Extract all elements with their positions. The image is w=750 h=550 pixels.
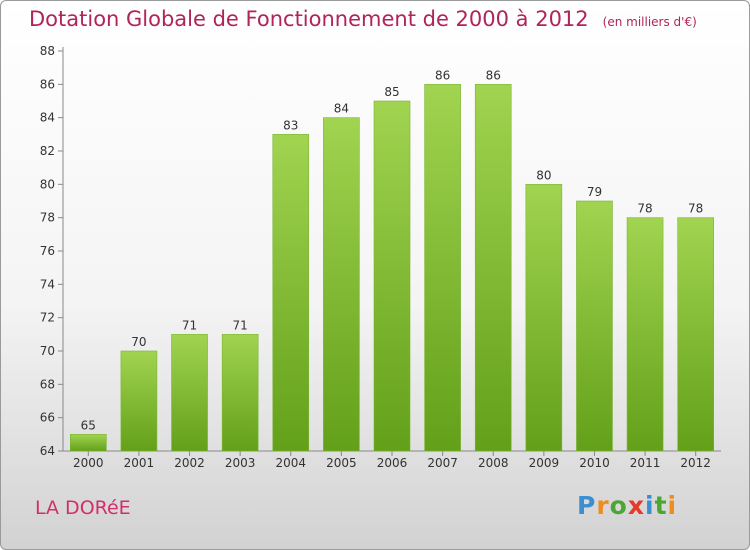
bar-2002	[171, 334, 208, 452]
title-text: Dotation Globale de Fonctionnement de 20…	[29, 7, 589, 31]
value-label-2000: 65	[81, 418, 96, 432]
axes: 64 66 68 70 72 74 76 78 80 82 84 86 88 2000 2001 2002 20…	[40, 44, 721, 470]
value-label-2002: 71	[182, 318, 197, 332]
value-label-2001: 70	[131, 335, 146, 349]
chart-title: Dotation Globale de Fonctionnement de 20…	[29, 7, 697, 31]
logo-letter: t	[654, 491, 668, 520]
bar-2007	[424, 84, 461, 452]
y-tick-label: 76	[40, 244, 55, 258]
value-label-2010: 79	[587, 185, 602, 199]
value-label-2007: 86	[435, 68, 450, 82]
logo-letter: i	[667, 491, 678, 520]
bar-2010	[576, 200, 613, 452]
bar-2006	[373, 100, 411, 452]
bar-2012	[677, 217, 714, 452]
value-label-2006: 85	[384, 85, 399, 99]
logo-letter: i	[645, 491, 655, 520]
bar-2001	[120, 350, 158, 452]
y-tick-label: 74	[40, 277, 55, 291]
y-tick-label: 78	[40, 211, 55, 225]
logo-letter: P	[577, 491, 597, 520]
logo-letter: r	[596, 491, 610, 520]
y-tick-label: 88	[40, 44, 55, 58]
x-tick-label: 2002	[174, 456, 205, 470]
chart-unit: (en milliers d'€)	[602, 15, 697, 29]
x-tick-label: 2004	[275, 456, 306, 470]
x-tick-label: 2012	[680, 456, 711, 470]
y-tick-label: 84	[40, 111, 55, 125]
x-tick-label: 2006	[377, 456, 408, 470]
value-labels: 65 70 71 71 83 84 85 86 86 80 79 78 78	[81, 68, 704, 432]
value-label-2012: 78	[688, 202, 703, 216]
x-tick-label: 2011	[630, 456, 661, 470]
bar-2009	[525, 184, 563, 452]
x-tick-label: 2003	[225, 456, 256, 470]
bar-2004	[272, 134, 310, 452]
value-label-2009: 80	[536, 168, 551, 182]
bar-2005	[323, 117, 360, 452]
logo-letter: x	[627, 491, 645, 520]
logo-letter: o	[609, 491, 628, 520]
y-tick-label: 86	[40, 77, 55, 91]
x-tick-label: 2007	[427, 456, 458, 470]
x-tick-label: 2001	[124, 456, 155, 470]
value-label-2005: 84	[334, 102, 349, 116]
y-tick-label: 72	[40, 311, 55, 325]
value-label-2003: 71	[233, 318, 248, 332]
x-tick-label: 2000	[73, 456, 104, 470]
value-label-2008: 86	[486, 68, 501, 82]
bar-2011	[626, 217, 664, 452]
bar-2008	[474, 84, 512, 452]
place-name: LA DORéE	[35, 497, 131, 519]
y-tick-label: 80	[40, 177, 55, 191]
x-tick-label: 2010	[579, 456, 610, 470]
bar-2000	[70, 434, 107, 452]
x-tick-label: 2005	[326, 456, 357, 470]
y-tick-label: 64	[40, 444, 55, 458]
y-tick-label: 70	[40, 344, 55, 358]
y-tick-label: 66	[40, 411, 55, 425]
y-tick-label: 82	[40, 144, 55, 158]
x-tick-label: 2008	[478, 456, 509, 470]
bars	[70, 84, 714, 452]
y-tick-label: 68	[40, 377, 55, 391]
value-label-2011: 78	[637, 202, 652, 216]
value-label-2004: 83	[283, 118, 298, 132]
proxiti-logo: Proxiti	[577, 491, 677, 520]
bar-2003	[221, 334, 259, 452]
x-tick-label: 2009	[529, 456, 560, 470]
